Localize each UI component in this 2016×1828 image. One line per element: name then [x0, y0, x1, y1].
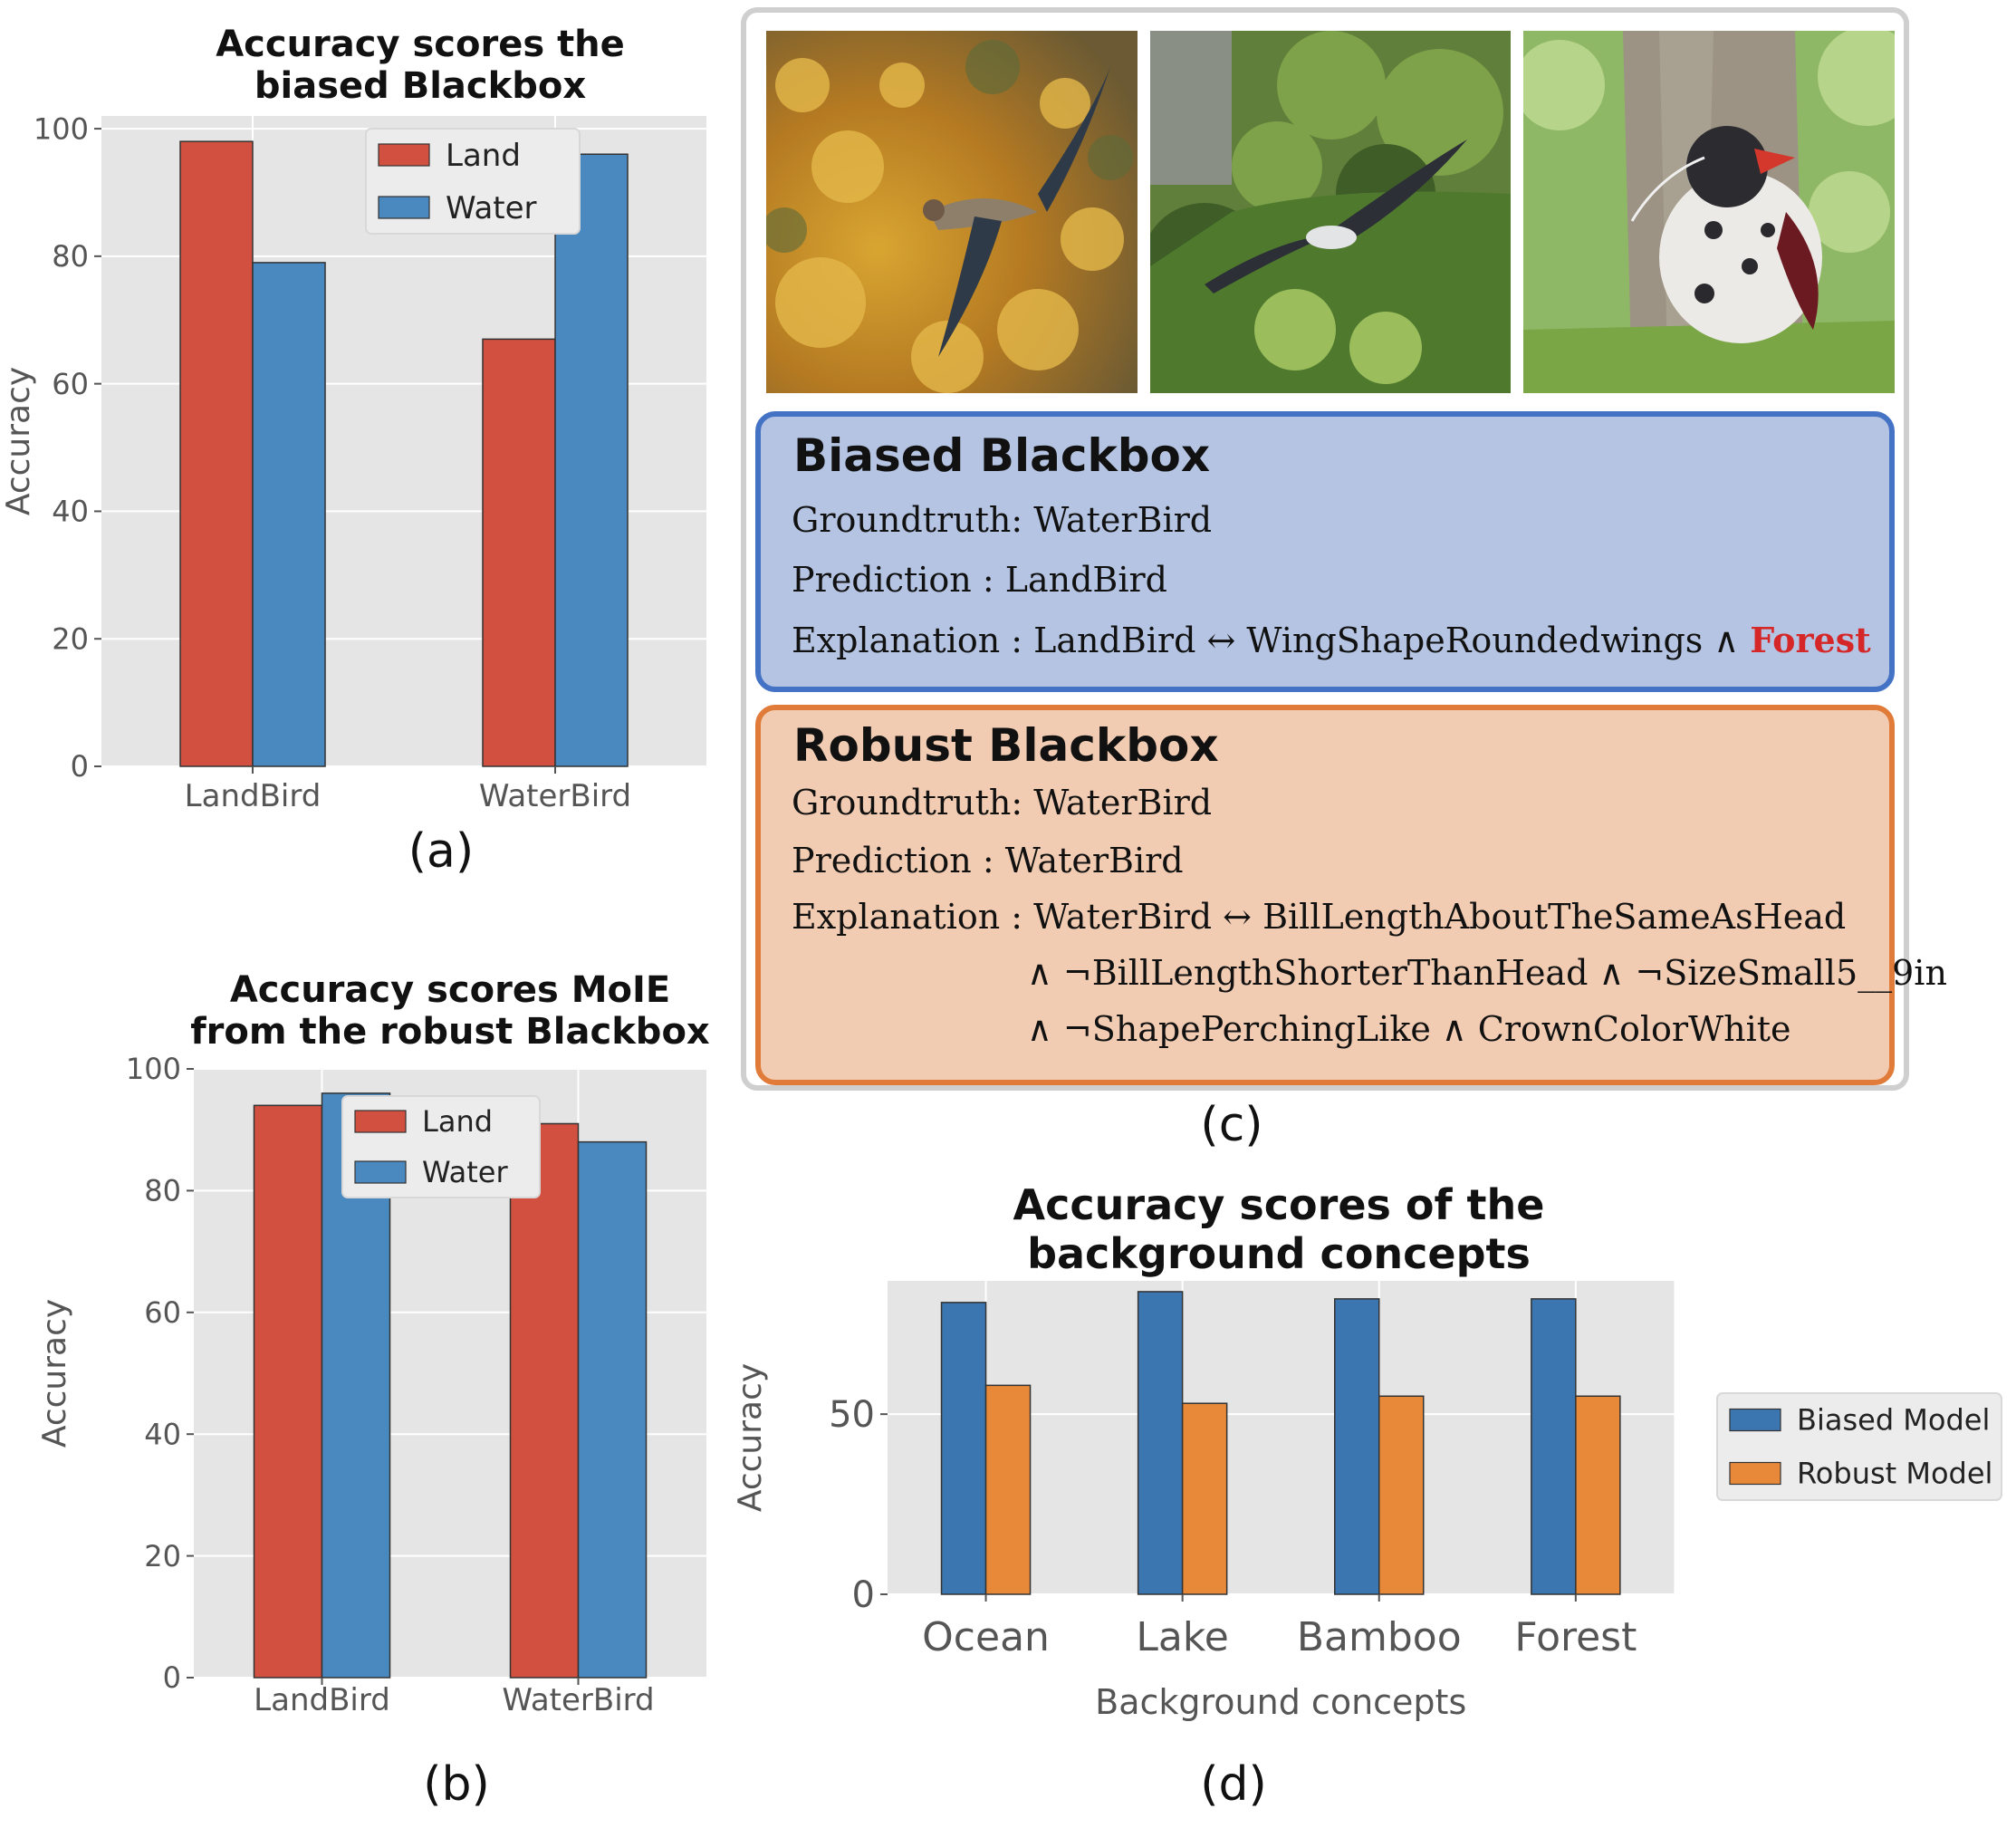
y-tick-label: 40 — [144, 1417, 181, 1451]
robust-blackbox-box: Robust Blackbox Groundtruth: WaterBird P… — [755, 705, 1947, 1085]
robust-groundtruth: Groundtruth: WaterBird — [792, 783, 1213, 823]
x-tick-label: Forest — [1514, 1614, 1637, 1660]
y-axis-label: Accuracy — [0, 367, 37, 515]
y-tick-label: 50 — [829, 1394, 875, 1436]
bar-water-waterbird — [577, 1140, 648, 1679]
legend-label: Land — [422, 1104, 493, 1139]
x-tick-label: Ocean — [922, 1614, 1050, 1660]
legend-swatch — [354, 1110, 407, 1133]
x-tick-label: WaterBird — [479, 778, 631, 814]
caption-d: (d) — [1200, 1757, 1267, 1812]
legend-label: Water — [446, 190, 537, 226]
y-tick-label: 80 — [144, 1174, 181, 1208]
biased-explanation: Explanation : LandBird ↔ WingShapeRounde… — [792, 620, 1871, 660]
robust-explanation-line-2: ∧ ¬BillLengthShorterThanHead ∧ ¬SizeSmal… — [1027, 953, 1947, 993]
biased-blackbox-box: Biased Blackbox Groundtruth: WaterBird P… — [755, 411, 1895, 692]
bird-photo-1 — [766, 31, 1138, 393]
legend-label: Biased Model — [1797, 1403, 1990, 1438]
y-axis-label: Accuracy — [732, 1363, 769, 1512]
robust-prediction: Prediction : WaterBird — [792, 841, 1184, 880]
bar-biased-model-lake — [1137, 1291, 1184, 1595]
robust-blackbox-title: Robust Blackbox — [793, 719, 1219, 772]
robust-explanation-line-3: ∧ ¬ShapePerchingLike ∧ CrownColorWhite — [1027, 1009, 1791, 1049]
biased-groundtruth: Groundtruth: WaterBird — [792, 500, 1213, 540]
bird-photo-2 — [1150, 31, 1511, 393]
caption-c: (c) — [1200, 1098, 1263, 1152]
chart-title-line: biased Blackbox — [254, 65, 586, 107]
y-tick-label: 100 — [126, 1052, 181, 1086]
y-tick-label: 0 — [71, 749, 89, 784]
x-tick-label: WaterBird — [502, 1682, 654, 1718]
y-tick-label: 80 — [52, 239, 89, 274]
panel-c-explanations: Biased Blackbox Groundtruth: WaterBird P… — [741, 7, 1947, 1091]
y-tick-label: 0 — [852, 1574, 875, 1616]
legend-swatch — [378, 196, 430, 219]
legend-swatch — [1729, 1408, 1781, 1432]
bar-land-waterbird — [482, 338, 556, 767]
x-tick-label: Bamboo — [1297, 1614, 1462, 1660]
bird-photo-3 — [1523, 31, 1895, 393]
legend-swatch — [354, 1160, 407, 1184]
legend-label: Robust Model — [1797, 1457, 1992, 1491]
biased-blackbox-title: Biased Blackbox — [793, 429, 1211, 482]
chart-title-line: Accuracy scores MoIE — [230, 969, 670, 1011]
y-tick-label: 0 — [163, 1660, 181, 1695]
bar-land-waterbird — [509, 1122, 580, 1679]
bar-biased-model-forest — [1531, 1298, 1577, 1595]
y-tick-label: 40 — [52, 495, 89, 529]
y-tick-label: 60 — [52, 367, 89, 401]
bar-water-waterbird — [554, 153, 629, 767]
y-tick-label: 20 — [52, 621, 89, 656]
bar-water-landbird — [252, 262, 326, 767]
caption-a: (a) — [408, 824, 475, 879]
bar-robust-model-ocean — [984, 1384, 1032, 1595]
bar-robust-model-lake — [1181, 1402, 1228, 1595]
bar-biased-model-bamboo — [1334, 1298, 1380, 1595]
y-tick-label: 60 — [144, 1295, 181, 1330]
legend-swatch — [1729, 1461, 1781, 1486]
bar-land-landbird — [253, 1104, 323, 1679]
forest-highlight: Forest — [1750, 620, 1871, 660]
chart-title-line: from the robust Blackbox — [190, 1011, 710, 1053]
chart-title-line: background concepts — [1027, 1229, 1531, 1278]
y-tick-label: 100 — [34, 111, 89, 146]
robust-explanation-line-1: Explanation : WaterBird ↔ BillLengthAbou… — [792, 897, 1847, 937]
x-tick-label: Lake — [1136, 1614, 1228, 1660]
biased-explanation-text: Explanation : LandBird ↔ WingShapeRounde… — [792, 621, 1751, 660]
legend-swatch — [378, 143, 430, 167]
y-axis-label: Accuracy — [36, 1299, 73, 1448]
legend-label: Water — [422, 1155, 508, 1189]
biased-prediction: Prediction : LandBird — [792, 560, 1167, 600]
x-tick-label: LandBird — [185, 778, 322, 814]
bar-robust-model-bamboo — [1378, 1395, 1425, 1595]
x-tick-label: LandBird — [254, 1682, 390, 1718]
caption-b: (b) — [423, 1757, 490, 1812]
chart-title-line: Accuracy scores the — [216, 24, 625, 65]
bar-land-landbird — [179, 140, 254, 767]
legend-box — [1716, 1392, 2002, 1501]
y-tick-label: 20 — [144, 1539, 181, 1573]
chart-title-line: Accuracy scores of the — [1013, 1180, 1545, 1229]
legend-label: Land — [446, 138, 521, 174]
bar-robust-model-forest — [1575, 1395, 1621, 1595]
bar-biased-model-ocean — [940, 1302, 987, 1595]
x-axis-label: Background concepts — [1095, 1682, 1466, 1722]
